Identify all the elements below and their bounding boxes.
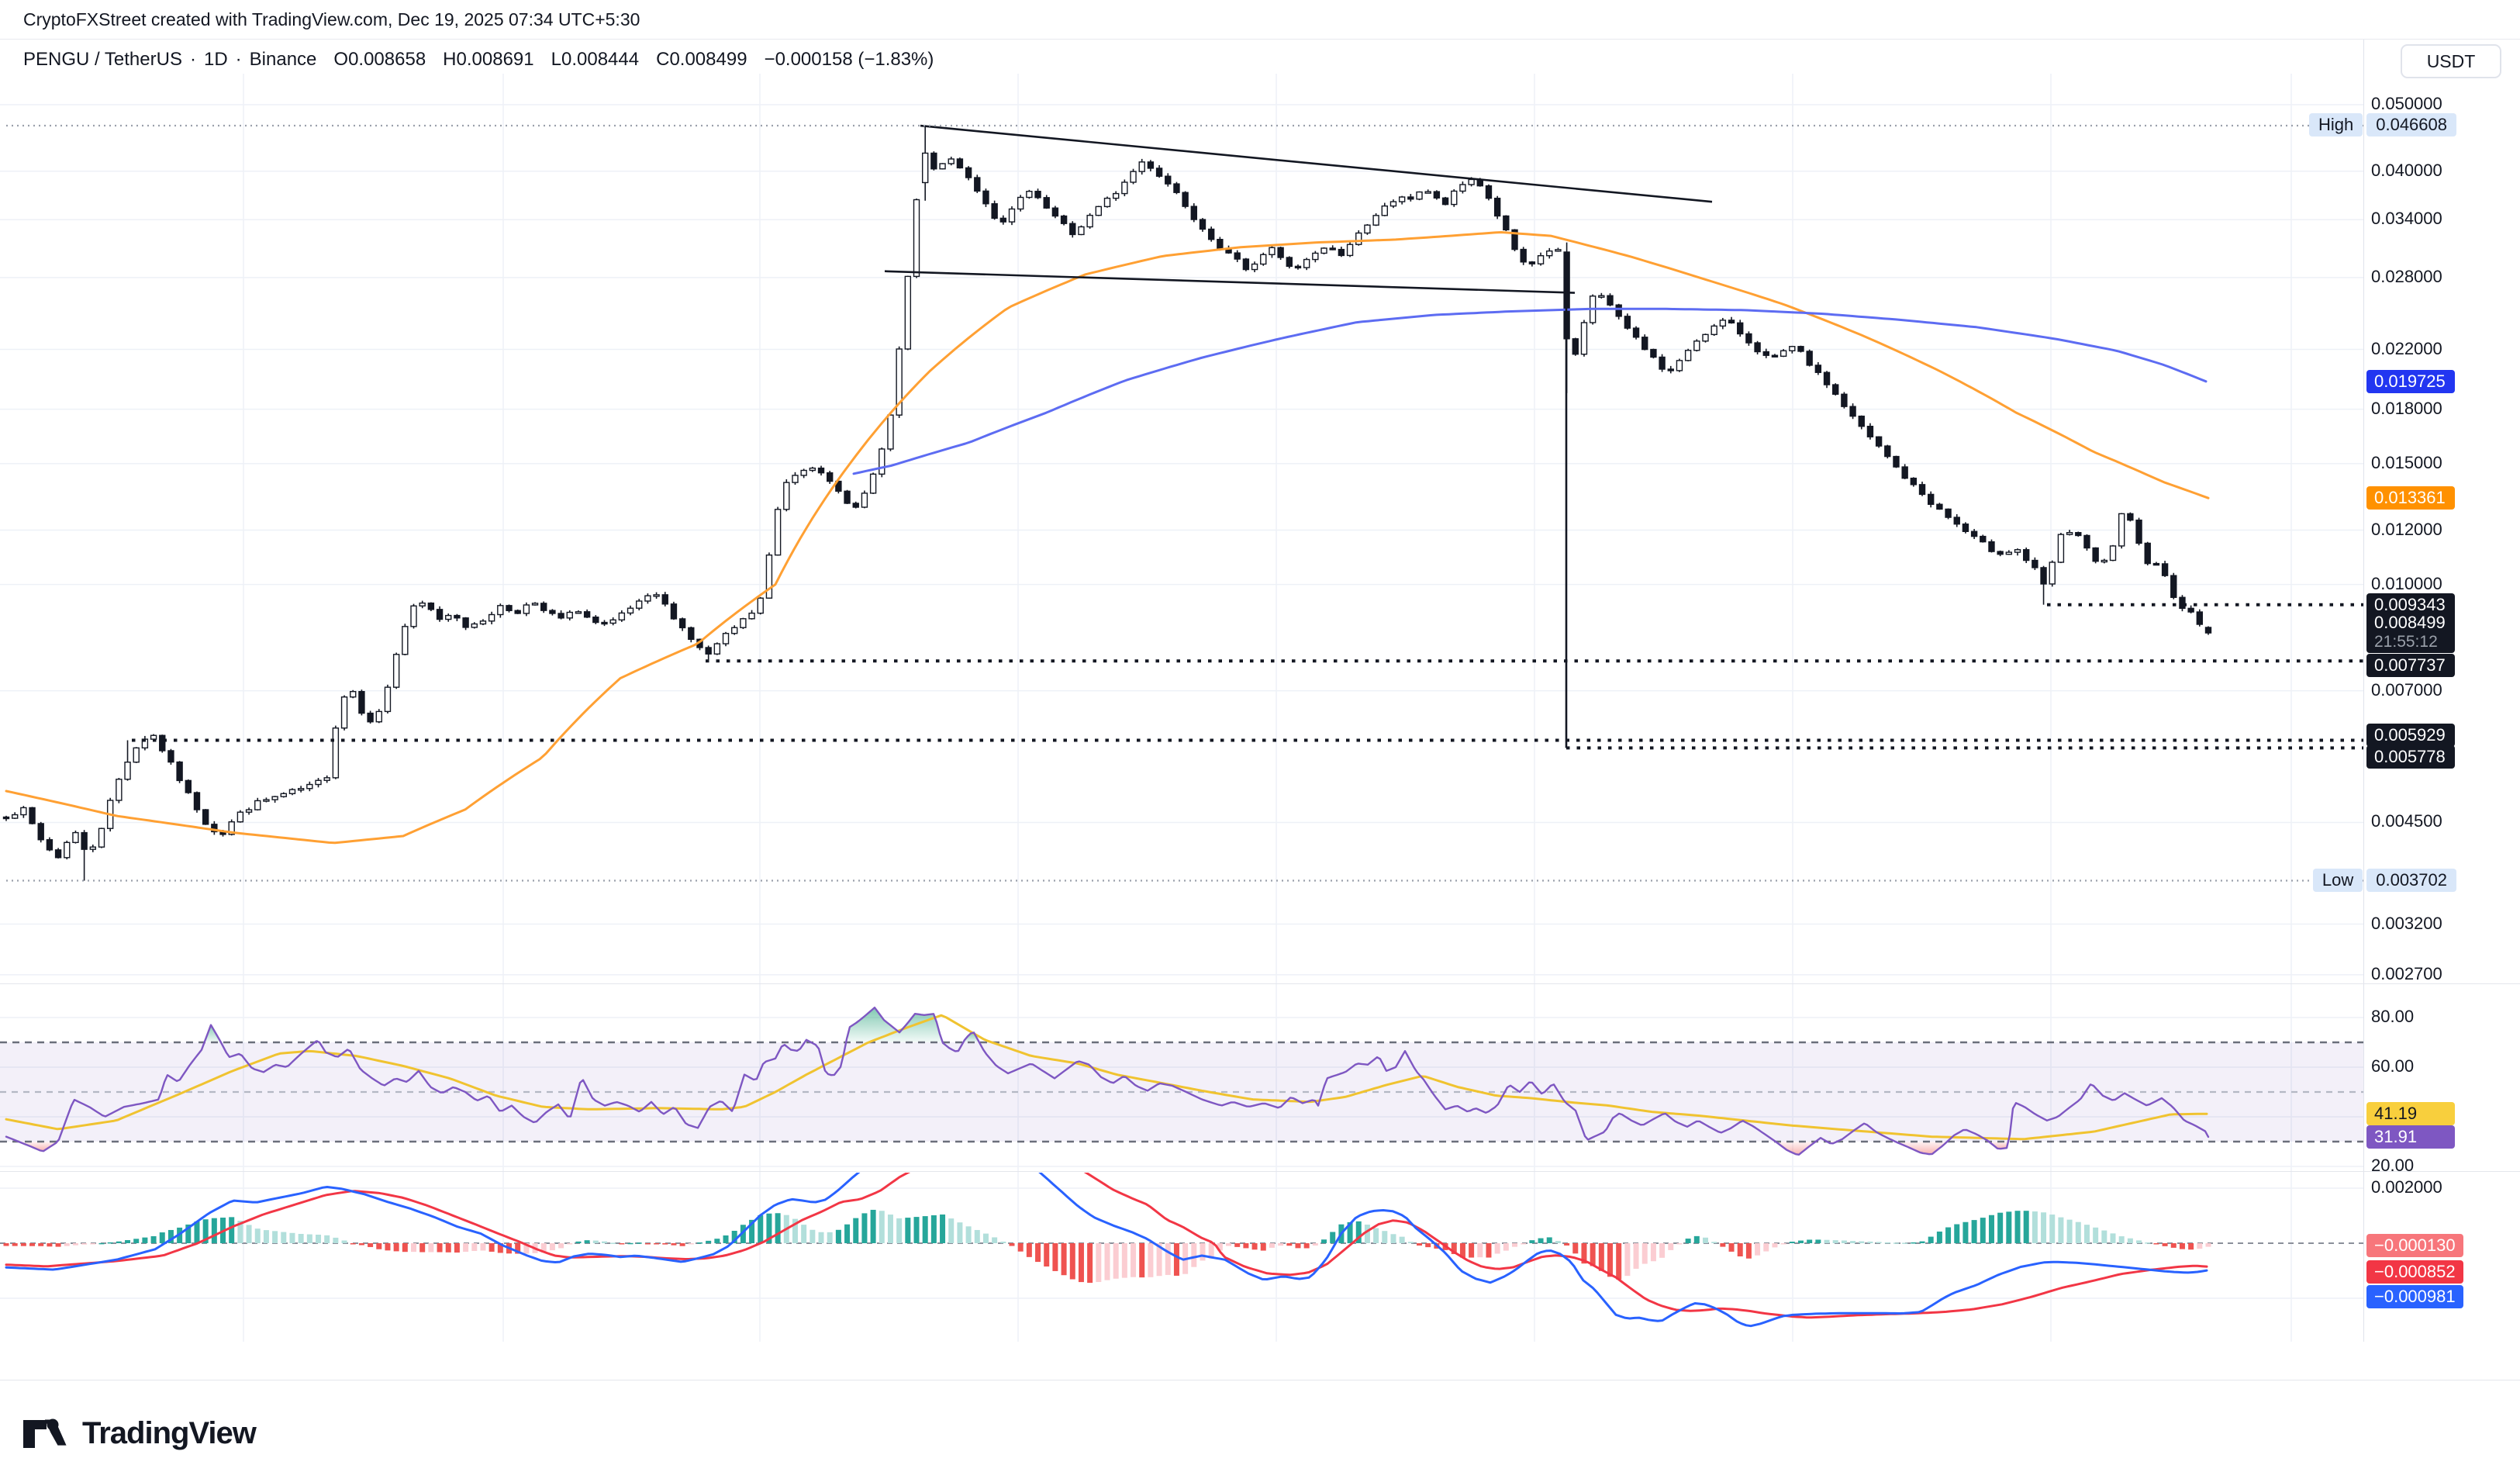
candlestick-series (2, 126, 2212, 881)
high-marker-value: 0.046608 (2366, 113, 2456, 136)
currency-label: USDT (2426, 50, 2476, 71)
rsi-oversold-fill (1776, 1142, 1814, 1156)
price-tick-0.004500: 0.004500 (2371, 811, 2442, 831)
ma-slow-value-chip: 0.019725 (2366, 370, 2455, 394)
rsi-value-chip: 31.91 (2366, 1125, 2455, 1149)
main-pane (2, 126, 2212, 881)
tradingview-brand-text[interactable]: TradingView (82, 1415, 257, 1450)
price-axis-border (2363, 39, 2364, 1380)
price-tick-0.050000: 0.050000 (2371, 94, 2442, 113)
low-marker-label: Low (2312, 868, 2363, 892)
top-toolbar: CryptoFXStreet created with TradingView.… (0, 0, 2520, 40)
price-tick-0.034000: 0.034000 (2371, 209, 2442, 229)
macd-histogram (3, 1209, 2211, 1284)
price-tick-0.015000: 0.015000 (2371, 452, 2442, 472)
ma-fast-value-chip: 0.013361 (2366, 486, 2455, 510)
rsi-ma-line (5, 1014, 2208, 1141)
last-price-chip: 0.008499 21:55:12 (2366, 611, 2455, 654)
currency-toggle-button[interactable]: USDT (2401, 44, 2501, 78)
macd-signal-value-chip: −0.000852 (2366, 1260, 2463, 1284)
symbol-name[interactable]: PENGU / TetherUS (23, 49, 182, 70)
ma-slow-line (852, 307, 2208, 475)
ohlc-open: O0.008658 (333, 49, 426, 70)
price-tick-0.010000: 0.010000 (2371, 573, 2442, 593)
macd-tick-0.002000: 0.002000 (2371, 1177, 2442, 1197)
rsi-tick-80.00: 80.00 (2371, 1007, 2415, 1026)
price-tick-0.007000: 0.007000 (2371, 679, 2442, 700)
rsi-oversold-fill (1990, 1142, 2007, 1149)
price-tick-0.012000: 0.012000 (2371, 519, 2442, 539)
exchange-label: Binance (249, 49, 317, 70)
high-marker: High 0.046608 (2308, 113, 2456, 136)
ohlc-low: L0.008444 (551, 49, 640, 70)
level-4-chip: 0.005778 (2366, 745, 2455, 769)
macd-signal-line (5, 1173, 2208, 1319)
rsi-ma-value-chip: 41.19 (2366, 1102, 2455, 1125)
rsi-pane (0, 1007, 2363, 1156)
gridlines (0, 74, 2363, 1342)
trendline-1 (920, 124, 1713, 203)
level-3-chip: 0.005929 (2366, 724, 2455, 748)
price-tick-0.003200: 0.003200 (2371, 913, 2442, 933)
pane-separator-macd[interactable] (0, 1171, 2520, 1172)
macd-pane (0, 1173, 2363, 1328)
tradingview-logo-icon[interactable] (22, 1415, 70, 1451)
pane-separator-rsi[interactable] (0, 983, 2520, 984)
rsi-tick-20.00: 20.00 (2371, 1156, 2415, 1175)
level-2-chip: 0.007737 (2366, 654, 2455, 678)
separator-dot: · (189, 49, 196, 70)
low-marker-value: 0.003702 (2366, 868, 2456, 892)
interval-label[interactable]: 1D (203, 49, 228, 70)
ohlc-high: H0.008691 (443, 49, 534, 70)
rsi-overbought-fill (848, 1008, 941, 1042)
rsi-line (5, 1007, 2210, 1156)
rsi-oversold-fill (1897, 1142, 1946, 1155)
macd-hist-value-chip: −0.000130 (2366, 1234, 2463, 1257)
price-tick-0.028000: 0.028000 (2371, 266, 2442, 286)
rsi-oversold-fill (20, 1142, 57, 1152)
price-tick-0.018000: 0.018000 (2371, 398, 2442, 418)
time-axis[interactable]: MayJunJulAugSepOctNovDec2026 (0, 1342, 2520, 1380)
price-tick-0.002700: 0.002700 (2371, 963, 2442, 983)
annotations (6, 124, 2363, 882)
ohlc-close: C0.008499 (656, 49, 747, 70)
trendline-2 (884, 270, 1576, 294)
high-marker-label: High (2308, 113, 2363, 136)
footer-branding: TradingView (22, 1413, 257, 1453)
macd-line-value-chip: −0.000981 (2366, 1285, 2463, 1308)
ma-fast-line (5, 231, 2210, 845)
symbol-header: PENGU / TetherUS · 1D · Binance O0.00865… (23, 44, 934, 75)
separator-dot: · (235, 49, 242, 70)
attribution-text: CryptoFXStreet created with TradingView.… (23, 9, 640, 29)
rsi-tick-60.00: 60.00 (2371, 1056, 2415, 1076)
price-tick-0.040000: 0.040000 (2371, 160, 2442, 180)
change-value: −0.000158 (−1.83%) (764, 49, 934, 70)
macd-line (5, 1173, 2208, 1328)
price-tick-0.022000: 0.022000 (2371, 338, 2442, 358)
low-marker: Low 0.003702 (2312, 868, 2456, 892)
